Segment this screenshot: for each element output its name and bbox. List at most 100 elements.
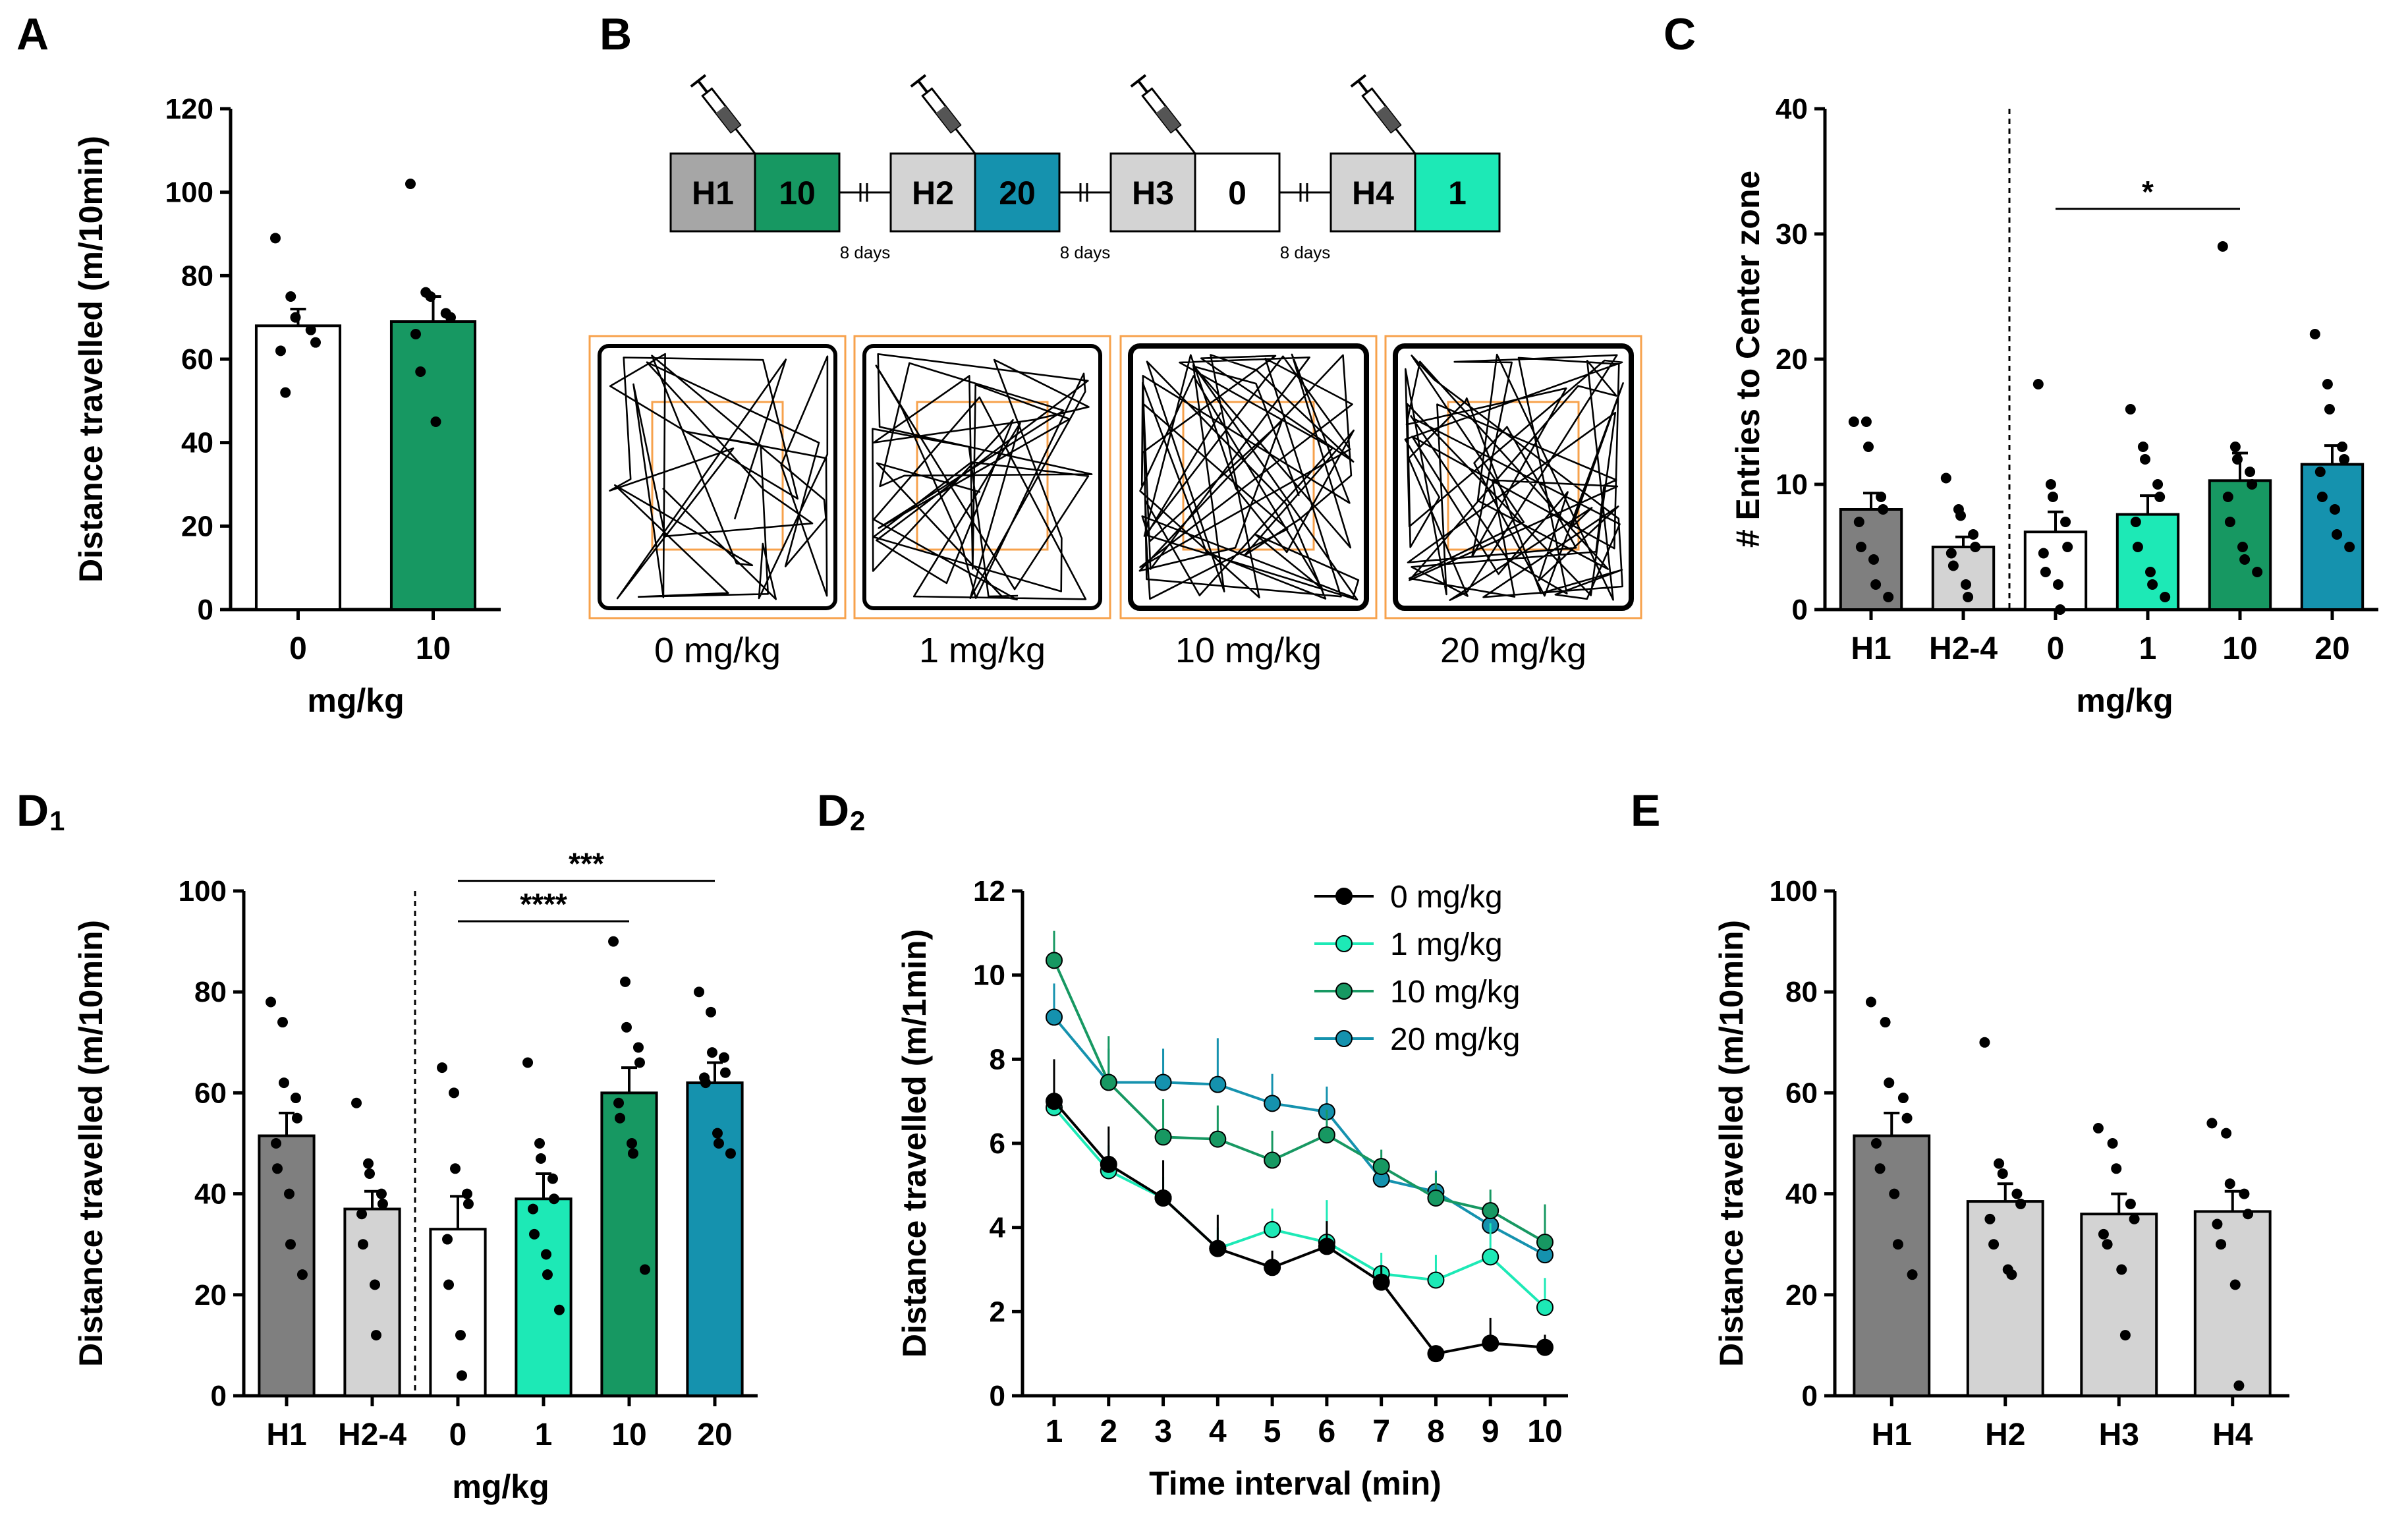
x-tick-label: 20 (2314, 631, 2349, 666)
y-tick-label: 40 (1776, 93, 1808, 125)
y-tick-label: 12 (973, 875, 1005, 907)
x-tick-label: 0 (289, 631, 307, 666)
x-tick-label: 7 (1372, 1414, 1390, 1449)
data-point (1863, 442, 1874, 452)
y-axis-title: Distance travelled (m/10min) (72, 136, 109, 583)
data-point (634, 1057, 645, 1068)
y-tick-label: 60 (181, 343, 213, 376)
x-tick-label: 10 (611, 1417, 646, 1452)
data-point (2212, 1218, 2223, 1230)
chart-e-habituation: 0 20 40 60 80 100 Distance travelled (m/10min)… (1713, 875, 2289, 1452)
data-point (1897, 1093, 1909, 1104)
data-point (279, 1077, 289, 1089)
habituation-box (669, 152, 756, 233)
y-tick-label: 80 (194, 976, 227, 1008)
data-point (1878, 504, 1889, 515)
data-point (2229, 442, 2241, 452)
habituation-label: H3 (1132, 175, 1174, 212)
data-point (1889, 1188, 1900, 1199)
panel-label-a: A (16, 9, 49, 59)
data-point (1264, 1259, 1281, 1276)
data-point (2239, 554, 2251, 565)
data-point (1372, 1158, 1390, 1176)
y-tick-label: 0 (211, 1380, 227, 1412)
bar-10 (600, 1091, 658, 1398)
bar-0 (429, 1228, 487, 1397)
data-point (2147, 579, 2158, 590)
data-point (1427, 1189, 1445, 1207)
data-point (2160, 592, 2171, 602)
data-point (1961, 579, 1971, 590)
data-point (1100, 1073, 1117, 1091)
track-label: 0 mg/kg (654, 631, 781, 670)
chart-c-center-entries: 0 10 20 30 40 # Entries to Center zone H1 H2-4 0… (1729, 93, 2378, 719)
x-tick-label: 20 (697, 1417, 732, 1452)
data-point (2330, 504, 2340, 515)
series-1-mg-kg (1046, 1078, 1554, 1316)
series-line (1053, 1106, 1546, 1309)
track-box-3: 20 mg/kg (1384, 335, 1642, 670)
data-point (2098, 1228, 2109, 1240)
y-tick-label: 10 (973, 959, 1005, 992)
bar-1 (515, 1197, 573, 1397)
legend-label: 10 mg/kg (1390, 975, 1520, 1010)
legend-marker (1335, 983, 1353, 1000)
x-tick-label: H4 (2212, 1417, 2253, 1452)
x-tick-label: 1 (535, 1417, 553, 1452)
data-point (1947, 560, 1959, 571)
data-point (445, 312, 457, 323)
data-point (376, 1188, 387, 1199)
y-tick-label: 4 (990, 1212, 1006, 1244)
data-point (534, 1138, 546, 1149)
data-point (2053, 579, 2063, 590)
x-tick-label: H2 (1985, 1417, 2025, 1452)
y-tick-label: 20 (194, 1279, 227, 1311)
y-tick-label: 40 (181, 427, 213, 459)
data-point (700, 1077, 712, 1089)
data-point (2224, 1178, 2235, 1189)
panel-label-b: B (600, 9, 632, 59)
panel-label-d2: D 2 (817, 786, 865, 836)
bar-H4 (2193, 1210, 2272, 1398)
data-point (1901, 1112, 1913, 1124)
data-point (1970, 542, 1981, 552)
data-point (280, 387, 291, 398)
legend-label: 0 mg/kg (1390, 880, 1503, 915)
data-point (1154, 1189, 1172, 1207)
data-point (1865, 996, 1876, 1008)
data-point (461, 1188, 472, 1199)
data-point (719, 1067, 731, 1078)
data-point (430, 416, 441, 427)
bar-H2-4 (1931, 546, 1996, 611)
data-point (1997, 1168, 2008, 1179)
data-point (2129, 1213, 2140, 1224)
data-point (290, 1093, 301, 1104)
data-point (632, 1042, 644, 1053)
data-point (2217, 241, 2228, 252)
y-tick-label: 100 (1770, 875, 1818, 907)
data-point (2239, 1188, 2250, 1199)
bar-0 (254, 324, 342, 611)
data-point (285, 291, 296, 302)
data-point (2119, 1330, 2131, 1341)
bar-H3 (2080, 1213, 2158, 1397)
data-point (2233, 1380, 2245, 1391)
series-line (1053, 1016, 1546, 1256)
data-point (2137, 442, 2148, 452)
data-point (1100, 1155, 1117, 1173)
y-tick-label: 120 (165, 93, 213, 125)
habituation-label: H1 (692, 175, 734, 212)
data-point (290, 312, 301, 323)
data-point (275, 345, 286, 357)
data-point (2154, 492, 2166, 502)
data-point (1880, 1017, 1891, 1028)
data-point (639, 1264, 650, 1275)
significance-stars: * (2142, 175, 2154, 209)
data-point (2322, 379, 2333, 389)
x-tick-label: H1 (266, 1417, 306, 1452)
data-point (2045, 479, 2056, 490)
data-point (2221, 1128, 2232, 1139)
data-point (284, 1188, 294, 1199)
track-box-2: 10 mg/kg (1119, 335, 1378, 670)
